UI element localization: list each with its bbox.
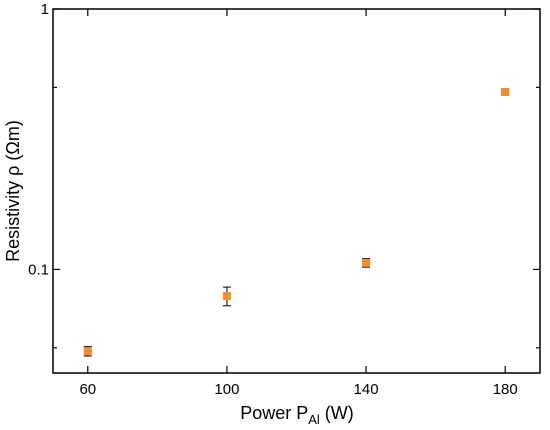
y-axis-ticks: 0.11: [28, 1, 540, 349]
x-axis-title-subscript: Al: [308, 412, 320, 427]
x-tick-label: 60: [79, 381, 96, 398]
x-tick-label: 140: [354, 381, 379, 398]
square-marker: [83, 347, 92, 356]
x-tick-label: 180: [493, 381, 518, 398]
data-point: [222, 286, 231, 307]
x-axis-ticks: 60 100 140 180: [79, 9, 518, 398]
x-axis-title-main: Power P: [240, 403, 308, 423]
x-axis-title: Power PAl (W): [240, 403, 354, 427]
square-marker: [222, 292, 231, 301]
data-point: [501, 87, 510, 96]
square-marker: [362, 258, 371, 267]
plot-area-frame: [52, 8, 541, 374]
data-points: [83, 87, 510, 357]
x-axis-title-unit: (W): [320, 403, 354, 423]
data-point: [83, 346, 92, 357]
y-axis-title: Resistivity ρ (Ωm): [3, 120, 23, 262]
y-tick-label: 0.1: [28, 261, 49, 278]
square-marker: [501, 87, 510, 96]
y-tick-label: 1: [41, 1, 49, 18]
data-point: [362, 258, 371, 268]
x-tick-label: 100: [214, 381, 239, 398]
